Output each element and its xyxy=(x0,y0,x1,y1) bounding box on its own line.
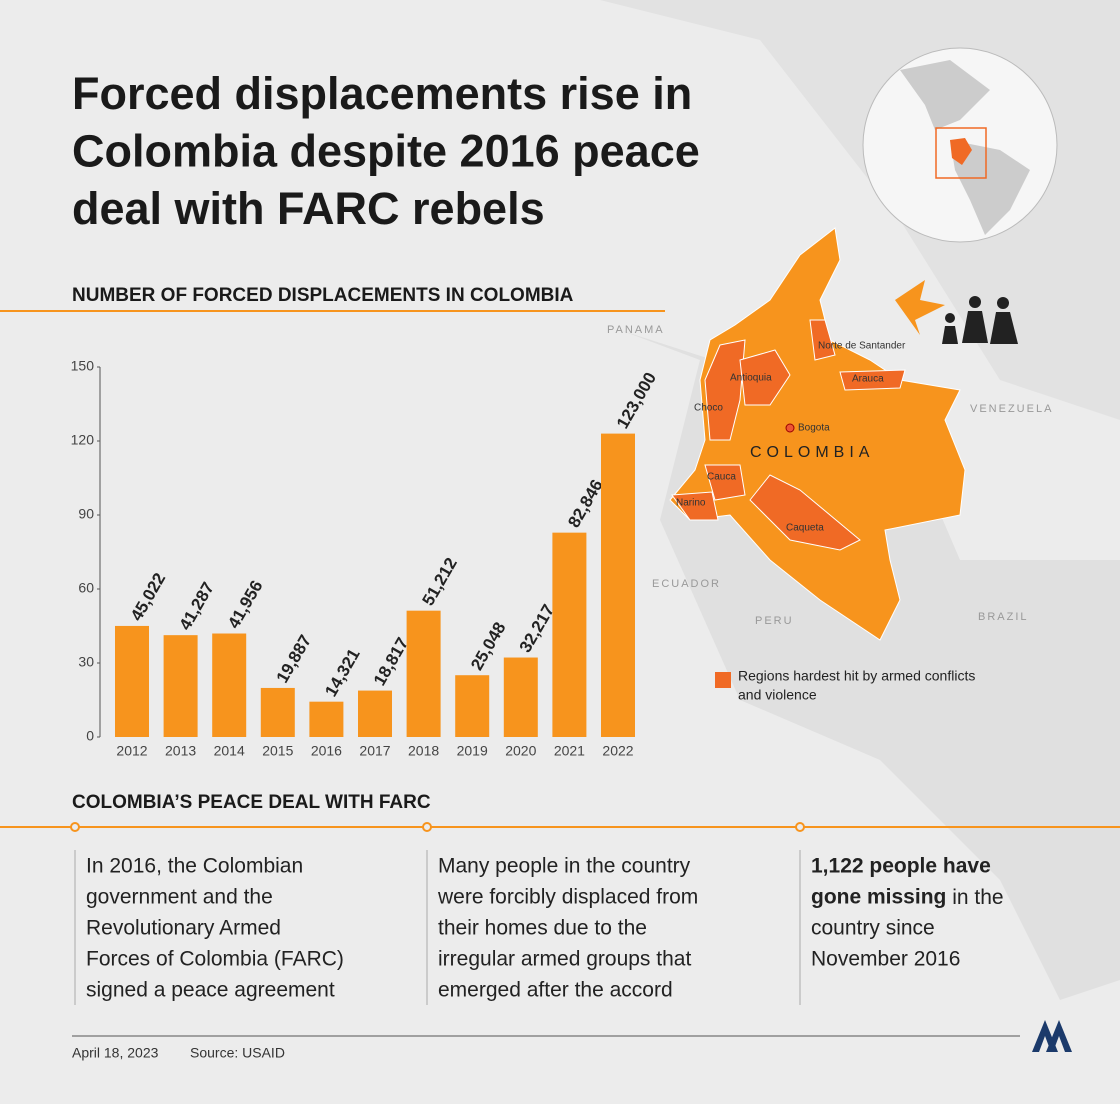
region xyxy=(671,491,719,521)
colombia-map xyxy=(669,227,966,641)
para-line: were forcibly displaced from xyxy=(437,886,698,909)
legend-swatch xyxy=(715,672,731,688)
para-line: Revolutionary Armed xyxy=(86,917,281,940)
headline-line: Forced displacements rise in xyxy=(72,68,692,119)
y-tick-label: 120 xyxy=(71,432,95,448)
timeline-dot xyxy=(422,822,432,832)
x-tick-label: 2013 xyxy=(165,743,196,759)
bar xyxy=(552,532,587,737)
para-line: In 2016, the Colombian xyxy=(86,855,303,878)
region xyxy=(809,319,836,361)
neighbor-label: PERU xyxy=(755,615,794,627)
headline-line: Colombia despite 2016 peace xyxy=(72,125,700,176)
chart-title: NUMBER OF FORCED DISPLACEMENTS IN COLOMB… xyxy=(72,285,574,306)
capital-label: Bogota xyxy=(798,423,830,434)
neighbor-label: ECUADOR xyxy=(652,578,721,590)
globe-land xyxy=(900,60,990,130)
bar xyxy=(358,690,392,737)
para-line: government and the xyxy=(86,886,273,909)
para-line: Many people in the country xyxy=(438,855,691,878)
x-tick-label: 2017 xyxy=(359,743,390,759)
x-tick-label: 2021 xyxy=(554,743,585,759)
region-label: Norte de Santander xyxy=(818,341,906,352)
bar xyxy=(503,657,538,737)
region-label: Cauca xyxy=(707,472,736,483)
timeline-dot xyxy=(70,822,80,832)
para-bold: gone missing xyxy=(811,886,946,909)
neighbor-label: BRAZIL xyxy=(978,611,1029,623)
bar xyxy=(406,610,441,737)
para-line: Forces of Colombia (FARC) xyxy=(86,948,344,971)
timeline-dot xyxy=(795,822,805,832)
region xyxy=(749,474,861,551)
x-tick-label: 2019 xyxy=(457,743,488,759)
region-label: Choco xyxy=(694,403,723,414)
bar xyxy=(260,687,295,737)
region-label: Antioquia xyxy=(730,373,772,384)
x-tick-label: 2016 xyxy=(311,743,342,759)
para-bold: 1,122 people have xyxy=(811,855,991,878)
x-tick-label: 2014 xyxy=(214,743,245,759)
legend-text: and violence xyxy=(738,687,817,703)
legend-text: Regions hardest hit by armed conflicts xyxy=(738,668,975,684)
para-line: their homes due to the xyxy=(438,917,647,940)
section-title: COLOMBIA’S PEACE DEAL WITH FARC xyxy=(72,792,431,813)
region xyxy=(704,464,746,501)
para-line: gone missing in the xyxy=(811,886,1004,909)
y-tick-label: 60 xyxy=(78,580,94,596)
region xyxy=(739,349,791,406)
bar xyxy=(212,633,247,737)
region xyxy=(704,339,746,441)
neighbor-label: PANAMA xyxy=(607,324,665,336)
x-tick-label: 2012 xyxy=(116,743,147,759)
bar xyxy=(455,675,490,737)
source: Source: USAID xyxy=(190,1045,285,1061)
region-label: Caqueta xyxy=(786,523,824,534)
para-line: signed a peace agreement xyxy=(86,979,335,1002)
country-label: COLOMBIA xyxy=(750,444,874,461)
region-label: Narino xyxy=(676,498,706,509)
bar xyxy=(309,701,344,737)
neighbor-label: VENEZUELA xyxy=(970,403,1053,415)
logo xyxy=(1032,1020,1072,1052)
bar xyxy=(163,635,198,737)
y-tick-label: 150 xyxy=(71,358,95,374)
x-tick-label: 2015 xyxy=(262,743,293,759)
bar xyxy=(601,433,635,737)
bar xyxy=(115,625,149,737)
region-label: Arauca xyxy=(852,374,884,385)
x-tick-label: 2020 xyxy=(505,743,536,759)
x-tick-label: 2022 xyxy=(602,743,633,759)
headline-line: deal with FARC rebels xyxy=(72,183,545,234)
capital-dot xyxy=(785,423,795,433)
x-tick-label: 2018 xyxy=(408,743,439,759)
date: April 18, 2023 xyxy=(72,1045,159,1061)
y-tick-label: 30 xyxy=(78,654,94,670)
conflict-icon xyxy=(895,280,945,335)
y-tick-label: 0 xyxy=(86,728,94,744)
para-line: country since xyxy=(811,917,935,940)
globe-frame xyxy=(935,127,987,179)
para-line: November 2016 xyxy=(811,948,960,971)
globe-colombia xyxy=(950,138,972,165)
para-line: emerged after the accord xyxy=(438,979,673,1002)
para-line: irregular armed groups that xyxy=(438,948,691,971)
y-tick-label: 90 xyxy=(78,506,94,522)
globe-land xyxy=(950,140,1030,235)
region xyxy=(839,369,906,391)
para-text: in the xyxy=(946,886,1003,909)
family-icon xyxy=(942,296,1018,344)
